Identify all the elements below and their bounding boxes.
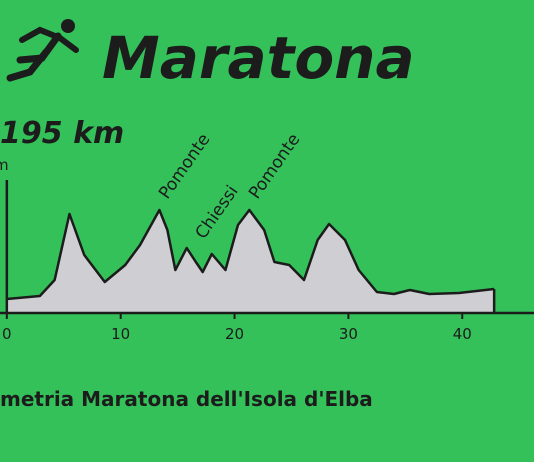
x-tick-label: 30 [339, 325, 358, 343]
chart-title: Maratona [102, 24, 415, 92]
x-tick-label: 0 [2, 325, 12, 343]
x-tick-label: 20 [225, 325, 244, 343]
x-tick-label: 40 [453, 325, 472, 343]
x-tick-label: 10 [111, 325, 130, 343]
runner-icon [6, 19, 79, 82]
subtitle: 195 km [0, 116, 124, 151]
profile-line [6, 208, 495, 301]
y-axis-label: m [0, 156, 9, 174]
caption: metria Maratona dell'Isola d'Elba [0, 387, 373, 411]
